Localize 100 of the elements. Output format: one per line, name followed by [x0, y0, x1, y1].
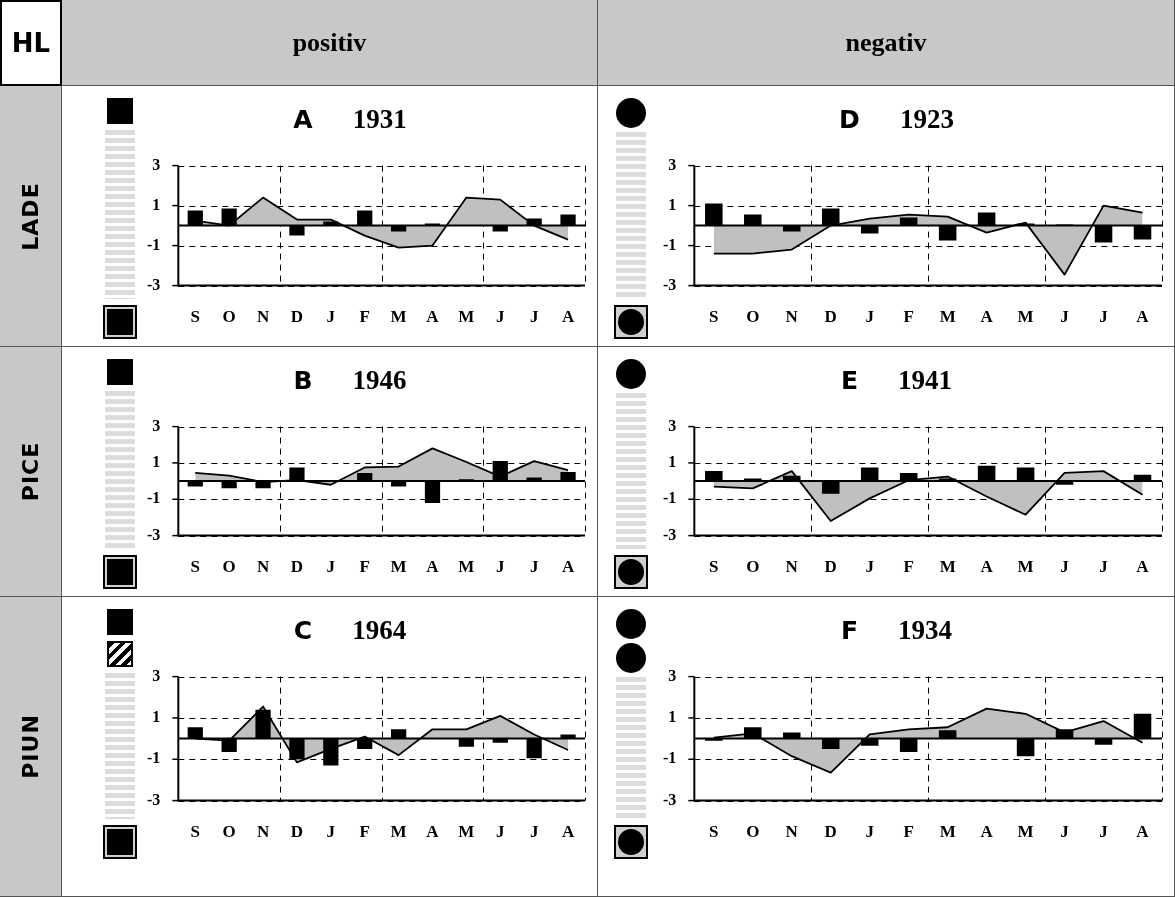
y-tick-label: -1 — [147, 749, 161, 767]
x-tick-label: J — [326, 822, 336, 842]
x-tick-label: S — [709, 822, 719, 842]
x-tick-label: M — [1017, 307, 1034, 327]
x-tick-label: J — [865, 557, 875, 577]
x-tick-label: F — [903, 307, 914, 327]
x-tick-label: A — [980, 557, 994, 577]
chart-title: D — [839, 105, 860, 134]
y-tick-label: -3 — [147, 790, 161, 808]
x-tick-label: D — [290, 557, 304, 577]
text: HL — [0, 0, 62, 86]
chart-title: F — [840, 616, 859, 645]
y-tick-label: -3 — [147, 525, 161, 543]
x-tick-label: J — [1099, 822, 1109, 842]
x-tick-label: F — [359, 557, 370, 577]
x-tick-label: S — [190, 557, 201, 577]
x-tick-label: J — [1099, 307, 1109, 327]
x-tick-label: A — [1136, 307, 1150, 327]
x-tick-label: A — [426, 822, 440, 842]
y-tick-label: 1 — [152, 453, 161, 471]
y-tick-label: 3 — [152, 155, 161, 173]
x-tick-label: O — [746, 822, 760, 842]
x-tick-label: J — [496, 307, 506, 327]
x-tick-label: A — [1136, 557, 1150, 577]
chart-subtitle: 1931 — [352, 104, 407, 134]
x-tick-label: M — [1017, 557, 1034, 577]
x-tick-label: J — [529, 307, 539, 327]
y-tick-label: 3 — [152, 666, 161, 684]
x-tick-label: J — [1060, 822, 1070, 842]
x-tick-label: A — [426, 557, 440, 577]
x-tick-label: J — [865, 822, 875, 842]
y-tick-label: -1 — [147, 235, 161, 253]
chart-subtitle: 1941 — [898, 365, 953, 395]
y-tick-label: -1 — [663, 749, 677, 767]
x-tick-label: A — [980, 822, 994, 842]
x-tick-label: J — [529, 557, 539, 577]
chart-title: C — [293, 616, 313, 645]
x-tick-label: N — [785, 557, 799, 577]
y-tick-label: 3 — [668, 155, 677, 173]
text: PICE — [17, 441, 43, 502]
x-tick-label: M — [458, 822, 475, 842]
x-tick-label: F — [359, 307, 370, 327]
x-tick-label: N — [785, 822, 799, 842]
x-tick-label: O — [222, 822, 236, 842]
x-tick-label: A — [561, 822, 575, 842]
y-tick-label: 3 — [152, 416, 161, 434]
y-tick-label: 1 — [152, 195, 161, 213]
x-tick-label: O — [222, 307, 236, 327]
x-tick-label: M — [458, 307, 475, 327]
x-tick-label: M — [1017, 822, 1034, 842]
x-tick-label: F — [903, 557, 914, 577]
x-tick-label: D — [824, 557, 837, 577]
chart-subtitle: 1923 — [899, 104, 954, 134]
x-tick-label: D — [824, 822, 837, 842]
chart-title: B — [293, 366, 313, 395]
x-tick-label: O — [746, 557, 760, 577]
x-tick-label: J — [1060, 557, 1070, 577]
text: negativ — [598, 0, 1175, 86]
x-tick-label: J — [865, 307, 875, 327]
chart-title: A — [293, 105, 313, 134]
x-tick-label: J — [496, 557, 506, 577]
x-tick-label: A — [561, 307, 575, 327]
x-tick-label: M — [939, 822, 956, 842]
y-tick-label: -3 — [663, 525, 677, 543]
x-tick-label: D — [290, 822, 304, 842]
y-tick-label: 1 — [668, 453, 677, 471]
x-tick-label: M — [939, 307, 956, 327]
x-tick-label: N — [256, 822, 270, 842]
y-tick-label: 1 — [668, 195, 677, 213]
y-tick-label: 1 — [152, 708, 161, 726]
x-tick-label: M — [458, 557, 475, 577]
y-tick-label: -1 — [663, 235, 677, 253]
x-tick-label: J — [326, 557, 336, 577]
y-tick-label: -3 — [147, 275, 161, 293]
x-tick-label: M — [390, 557, 407, 577]
x-tick-label: J — [326, 307, 336, 327]
y-tick-label: -3 — [663, 275, 677, 293]
x-tick-label: J — [496, 822, 506, 842]
chart-subtitle: 1946 — [352, 365, 407, 395]
text: positiv — [62, 0, 598, 86]
x-tick-label: D — [824, 307, 837, 327]
y-tick-label: 3 — [668, 666, 677, 684]
x-tick-label: S — [709, 557, 719, 577]
x-tick-label: S — [190, 307, 201, 327]
x-tick-label: J — [1099, 557, 1109, 577]
x-tick-label: N — [256, 557, 270, 577]
x-tick-label: N — [785, 307, 799, 327]
x-tick-label: A — [1136, 822, 1150, 842]
x-tick-label: S — [190, 822, 201, 842]
text: LADE — [18, 181, 43, 251]
x-tick-label: J — [1060, 307, 1070, 327]
y-tick-label: -3 — [663, 790, 677, 808]
x-tick-label: F — [359, 822, 370, 842]
x-tick-label: M — [939, 557, 956, 577]
x-tick-label: O — [746, 307, 760, 327]
x-tick-label: M — [390, 822, 407, 842]
x-tick-label: M — [390, 307, 407, 327]
x-tick-label: O — [222, 557, 236, 577]
y-tick-label: 3 — [668, 416, 677, 434]
text: PIUN — [18, 714, 43, 779]
